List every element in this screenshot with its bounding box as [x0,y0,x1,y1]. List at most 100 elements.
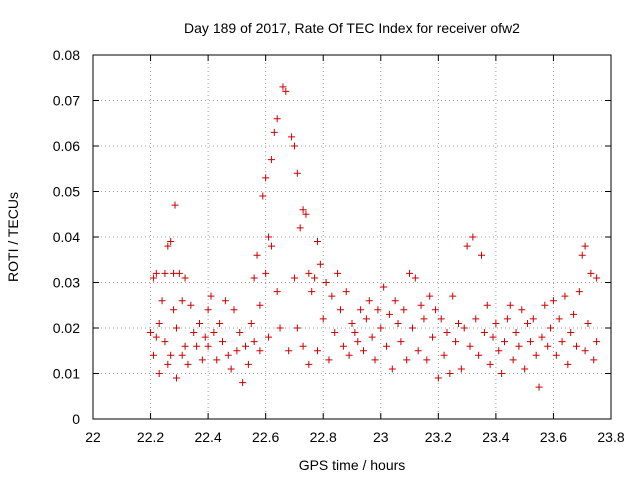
data-point [518,306,526,314]
data-point [172,374,180,382]
y-tick-label: 0.05 [53,184,80,200]
data-point [302,210,310,218]
data-point [509,356,517,364]
axis-ticks: 22 22.2 22.4 22.6 22.8 23 23.2 23.4 23.6 23.8 0 0.0… [53,47,625,445]
data-point [460,324,468,332]
data-point [316,260,324,268]
data-point [365,297,373,305]
data-point [581,242,589,250]
data-point [149,274,157,282]
data-point [242,342,250,350]
data-point [345,351,353,359]
data-point [512,329,520,337]
data-point [575,288,583,296]
data-point [581,347,589,355]
x-tick-label: 22 [85,429,101,445]
data-point [236,329,244,337]
data-point [167,351,175,359]
data-point [374,306,382,314]
data-point [322,279,330,286]
y-tick-label: 0.04 [53,229,80,245]
data-point [265,233,273,241]
data-point [561,292,569,300]
data-point [437,315,445,323]
data-point [293,324,301,332]
data-point [288,133,296,141]
data-point [383,342,391,350]
data-point [253,251,261,259]
data-point [221,297,229,305]
data-point [250,338,258,346]
y-tick-label: 0.08 [53,47,80,63]
data-point [259,192,267,200]
data-point [360,347,368,355]
data-point [452,338,460,346]
y-tick-label: 0.01 [53,366,80,382]
data-point [535,383,543,391]
data-point [262,174,270,182]
x-tick-label: 23.2 [425,429,452,445]
data-point [198,356,206,364]
data-point [190,329,198,337]
data-point [213,356,221,364]
data-point [394,319,402,327]
data-point [296,224,304,232]
data-point [486,360,494,368]
data-point [420,315,428,323]
x-axis-label: GPS time / hours [299,457,406,473]
data-point [149,351,157,359]
data-point [457,365,465,373]
x-tick-label: 22.8 [310,429,337,445]
data-point [319,315,327,323]
data-point [492,319,500,327]
data-point [175,269,183,277]
data-point [181,274,189,282]
data-point [164,242,172,250]
data-point [532,351,540,359]
data-point [570,310,578,318]
data-point [325,356,333,364]
data-point [201,333,209,341]
data-point [152,269,160,277]
data-point [489,333,497,341]
data-point [216,319,224,327]
data-point [417,301,425,309]
data-point [178,351,186,359]
y-tick-label: 0.03 [53,275,80,291]
data-point [552,351,560,359]
data-point [593,274,601,282]
data-point [371,356,379,364]
data-point [480,329,488,337]
data-point [299,342,307,350]
data-point [328,292,336,300]
data-point [524,319,532,327]
data-point [463,242,471,250]
data-point [400,306,408,314]
data-point [380,283,388,291]
data-point [195,319,203,327]
data-point [265,333,273,341]
data-point [161,269,169,277]
data-point [472,315,480,323]
data-point [385,310,393,318]
data-point [555,315,563,323]
data-point [207,292,215,300]
y-tick-label: 0.06 [53,138,80,154]
data-point [267,242,275,250]
data-point [230,306,238,314]
data-point [285,347,293,355]
data-point [204,342,212,350]
data-point [564,360,572,368]
data-point [181,342,189,350]
data-point [351,329,359,337]
data-points [147,83,601,391]
data-point [423,356,431,364]
data-point [572,342,580,350]
data-point [414,347,422,355]
data-point [256,347,264,355]
data-point [506,301,514,309]
data-point [483,301,491,309]
data-point [147,329,155,337]
data-point [270,128,278,136]
